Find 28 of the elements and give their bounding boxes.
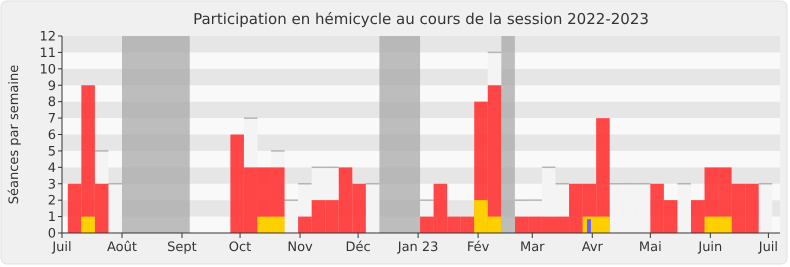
x-tick-label: Juin bbox=[697, 240, 722, 255]
x-tick-label: Déc bbox=[346, 240, 371, 255]
y-tick-label: 8 bbox=[48, 95, 56, 110]
x-tick-label: Mar bbox=[520, 240, 546, 255]
x-tick-label: Sept bbox=[167, 240, 197, 255]
y-tick-label: 12 bbox=[39, 30, 56, 45]
y-tick-label: 5 bbox=[48, 144, 56, 160]
x-tick-label: Août bbox=[107, 240, 137, 255]
x-tick-label: Avr bbox=[582, 240, 604, 255]
y-tick-label: 10 bbox=[39, 62, 56, 78]
y-tick-label: 7 bbox=[48, 112, 56, 127]
y-axis-title: Séances par semaine bbox=[7, 64, 22, 204]
y-tick-label: 0 bbox=[48, 226, 56, 242]
y-tick-label: 3 bbox=[48, 177, 56, 192]
y-tick-label: 6 bbox=[48, 128, 56, 144]
chart-title: Participation en hémicycle au cours de la session 2022-2023 bbox=[193, 10, 649, 28]
x-tick-label: Juil bbox=[758, 240, 778, 255]
x-tick-label: Oct bbox=[228, 240, 252, 255]
y-tick-label: 2 bbox=[48, 194, 56, 209]
x-tick-label: Fév bbox=[466, 240, 490, 255]
x-tick-label: Mai bbox=[638, 240, 662, 255]
y-tick-label: 4 bbox=[48, 160, 56, 176]
y-tick-label: 1 bbox=[48, 210, 56, 226]
x-tick-label: Juil bbox=[51, 240, 72, 255]
x-tick-label: Nov bbox=[287, 240, 314, 255]
x-tick-label: Jan 23 bbox=[396, 240, 438, 255]
y-tick-label: 9 bbox=[48, 78, 56, 94]
y-tick-label: 11 bbox=[39, 46, 56, 61]
